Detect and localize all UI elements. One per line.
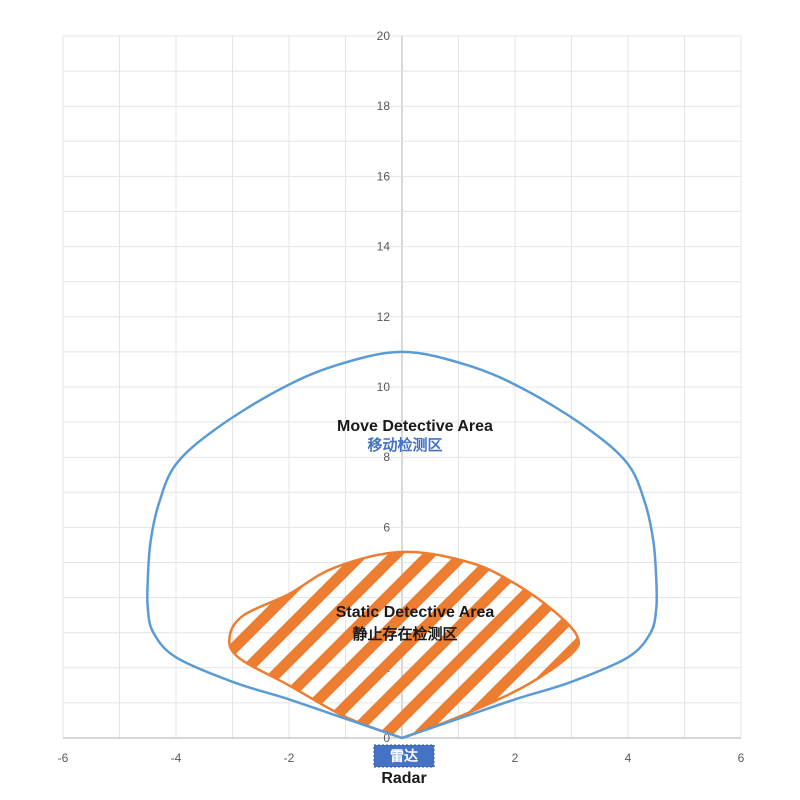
hatch-stripe bbox=[229, 551, 579, 738]
y-tick-label: 14 bbox=[377, 240, 391, 254]
radar-label-en: Radar bbox=[381, 770, 426, 787]
hatch-stripe bbox=[626, 0, 800, 800]
hatch-stripe bbox=[0, 0, 202, 800]
hatch-stripe bbox=[229, 551, 342, 738]
hatch-stripe bbox=[384, 551, 579, 738]
hatch-stripe bbox=[229, 551, 546, 738]
hatch-stripe bbox=[728, 0, 800, 800]
static-area-label-cn: 静止存在检测区 bbox=[352, 625, 457, 643]
hatch-stripe bbox=[694, 0, 800, 800]
x-tick-label: 4 bbox=[625, 751, 632, 765]
x-tick-label: 6 bbox=[738, 751, 745, 765]
hatch-stripe bbox=[282, 551, 579, 738]
hatch-stripe bbox=[229, 551, 240, 738]
hatch-stripe bbox=[796, 0, 800, 800]
x-tick-label: 2 bbox=[512, 751, 519, 765]
hatch-stripe bbox=[229, 551, 579, 738]
hatch-stripe bbox=[229, 551, 376, 738]
hatch-stripe bbox=[592, 0, 800, 800]
move-area-label-cn: 移动检测区 bbox=[367, 436, 442, 454]
static-area-label-en: Static Detective Area bbox=[336, 604, 495, 621]
y-tick-label: 0 bbox=[383, 731, 390, 745]
hatch-stripe bbox=[229, 551, 579, 738]
move-area-outline bbox=[145, 350, 659, 740]
hatch-stripe bbox=[0, 0, 134, 800]
hatch-stripe bbox=[229, 551, 579, 738]
move-area-label-en: Move Detective Area bbox=[337, 418, 493, 435]
y-tick-label: 12 bbox=[377, 310, 391, 324]
y-tick-label: 20 bbox=[377, 29, 391, 43]
hatch-stripe bbox=[0, 0, 168, 800]
hatch-stripe bbox=[762, 0, 800, 800]
hatch-stripe bbox=[316, 551, 579, 738]
y-tick-label: 10 bbox=[377, 380, 391, 394]
hatch-stripe bbox=[660, 0, 800, 800]
x-tick-label: -6 bbox=[58, 751, 69, 765]
x-tick-label: -4 bbox=[171, 751, 182, 765]
y-tick-label: 6 bbox=[383, 520, 390, 534]
hatch-stripe bbox=[229, 551, 579, 738]
hatch-stripe bbox=[0, 0, 100, 800]
hatch-stripe bbox=[229, 551, 579, 738]
hatch-stripe bbox=[554, 551, 579, 738]
radar-badge bbox=[373, 744, 435, 768]
hatch-stripe bbox=[229, 551, 579, 738]
hatch-stripe bbox=[229, 551, 579, 738]
y-tick-label: 18 bbox=[377, 99, 391, 113]
x-tick-label: -2 bbox=[284, 751, 295, 765]
y-tick-label: 16 bbox=[377, 169, 391, 183]
hatch-stripe bbox=[350, 551, 579, 738]
y-tick-label: 8 bbox=[383, 450, 390, 464]
static-area-outline bbox=[227, 550, 581, 740]
radar-label-cn: 雷达 bbox=[390, 748, 418, 765]
hatch-stripe bbox=[229, 551, 512, 738]
hatch-stripe bbox=[248, 551, 579, 738]
hatch-stripe bbox=[520, 551, 579, 738]
